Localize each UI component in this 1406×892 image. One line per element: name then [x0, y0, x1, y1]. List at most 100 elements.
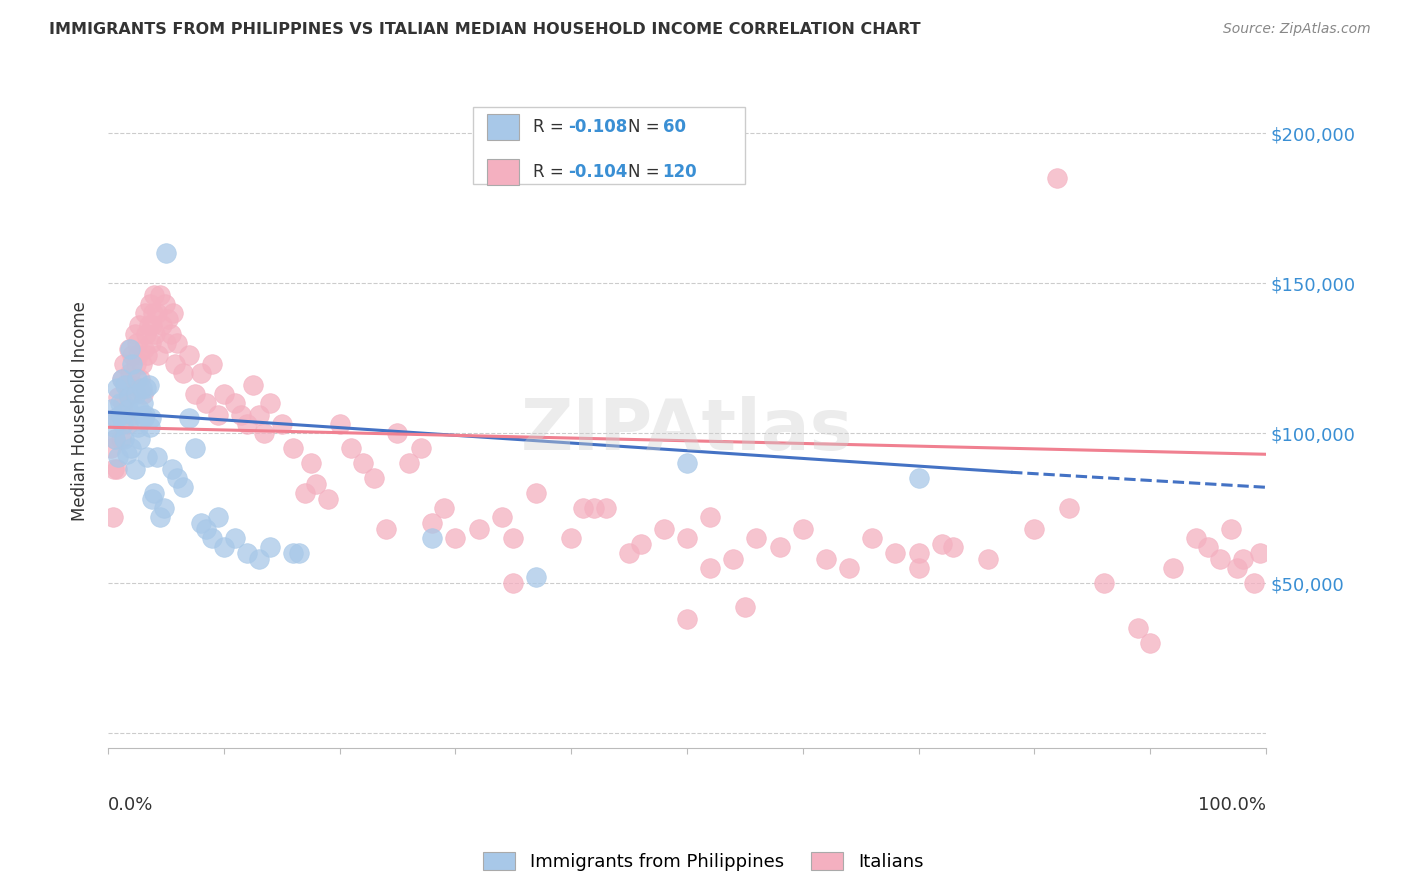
- Point: [149, 510, 172, 524]
- Point: [316, 492, 339, 507]
- Point: [1046, 171, 1069, 186]
- Point: [129, 372, 152, 386]
- Point: [135, 381, 157, 395]
- Point: [122, 378, 145, 392]
- Point: [329, 417, 352, 432]
- Point: [118, 342, 141, 356]
- Text: N =: N =: [628, 163, 665, 181]
- Point: [583, 501, 606, 516]
- Point: [184, 442, 207, 456]
- Text: R =: R =: [533, 163, 569, 181]
- Point: [138, 420, 160, 434]
- Point: [224, 396, 246, 410]
- Point: [112, 357, 135, 371]
- Point: [184, 387, 207, 401]
- Point: [270, 417, 292, 432]
- Point: [132, 387, 155, 401]
- Point: [120, 442, 142, 456]
- Point: [100, 402, 122, 417]
- Point: [172, 366, 194, 380]
- Point: [160, 462, 183, 476]
- Point: [117, 417, 139, 432]
- Point: [136, 348, 159, 362]
- Point: [120, 387, 142, 401]
- Point: [145, 306, 167, 320]
- Point: [166, 471, 188, 485]
- Point: [103, 462, 125, 476]
- Point: [253, 426, 276, 441]
- Point: [112, 417, 135, 432]
- Point: [1139, 636, 1161, 650]
- Point: [305, 477, 328, 491]
- Point: [571, 501, 593, 516]
- Point: [1232, 552, 1254, 566]
- Point: [299, 456, 322, 470]
- Point: [143, 288, 166, 302]
- Point: [1024, 522, 1046, 536]
- Point: [420, 516, 443, 531]
- Text: ZIPAtlas: ZIPAtlas: [520, 397, 853, 466]
- Text: 120: 120: [662, 163, 697, 181]
- Point: [141, 318, 163, 333]
- Point: [105, 381, 128, 395]
- Point: [157, 312, 180, 326]
- Point: [526, 570, 548, 584]
- FancyBboxPatch shape: [472, 107, 745, 185]
- Point: [114, 378, 136, 392]
- Point: [107, 390, 129, 404]
- Point: [132, 396, 155, 410]
- Point: [138, 378, 160, 392]
- Point: [138, 297, 160, 311]
- Point: [124, 462, 146, 476]
- Text: -0.108: -0.108: [568, 118, 627, 136]
- Point: [143, 486, 166, 500]
- Point: [224, 532, 246, 546]
- Point: [112, 432, 135, 446]
- Point: [1161, 561, 1184, 575]
- Point: [1197, 541, 1219, 555]
- Point: [630, 537, 652, 551]
- Point: [110, 409, 132, 423]
- Text: N =: N =: [628, 118, 665, 136]
- Point: [283, 546, 305, 560]
- Point: [792, 522, 814, 536]
- Point: [676, 612, 699, 626]
- Point: [128, 318, 150, 333]
- Point: [159, 327, 181, 342]
- Point: [108, 396, 131, 410]
- Point: [283, 442, 305, 456]
- Point: [259, 541, 281, 555]
- Point: [491, 510, 513, 524]
- Point: [236, 546, 259, 560]
- Point: [409, 442, 432, 456]
- Point: [125, 357, 148, 371]
- Point: [107, 450, 129, 465]
- Point: [1092, 576, 1115, 591]
- Point: [734, 600, 756, 615]
- Point: [907, 561, 929, 575]
- Point: [884, 546, 907, 560]
- Point: [207, 510, 229, 524]
- Point: [1057, 501, 1080, 516]
- Point: [1185, 532, 1208, 546]
- Point: [153, 297, 176, 311]
- Text: 100.0%: 100.0%: [1198, 796, 1265, 814]
- Point: [340, 442, 363, 456]
- Point: [526, 486, 548, 500]
- Point: [131, 357, 153, 371]
- Point: [259, 396, 281, 410]
- Point: [111, 372, 134, 386]
- Point: [115, 447, 138, 461]
- Point: [1226, 561, 1249, 575]
- Point: [125, 372, 148, 386]
- Point: [108, 409, 131, 423]
- Point: [114, 409, 136, 423]
- Point: [145, 327, 167, 342]
- Point: [177, 411, 200, 425]
- FancyBboxPatch shape: [486, 160, 519, 186]
- Text: IMMIGRANTS FROM PHILIPPINES VS ITALIAN MEDIAN HOUSEHOLD INCOME CORRELATION CHART: IMMIGRANTS FROM PHILIPPINES VS ITALIAN M…: [49, 22, 921, 37]
- Point: [129, 432, 152, 446]
- Point: [352, 456, 374, 470]
- Point: [112, 396, 135, 410]
- Point: [155, 336, 177, 351]
